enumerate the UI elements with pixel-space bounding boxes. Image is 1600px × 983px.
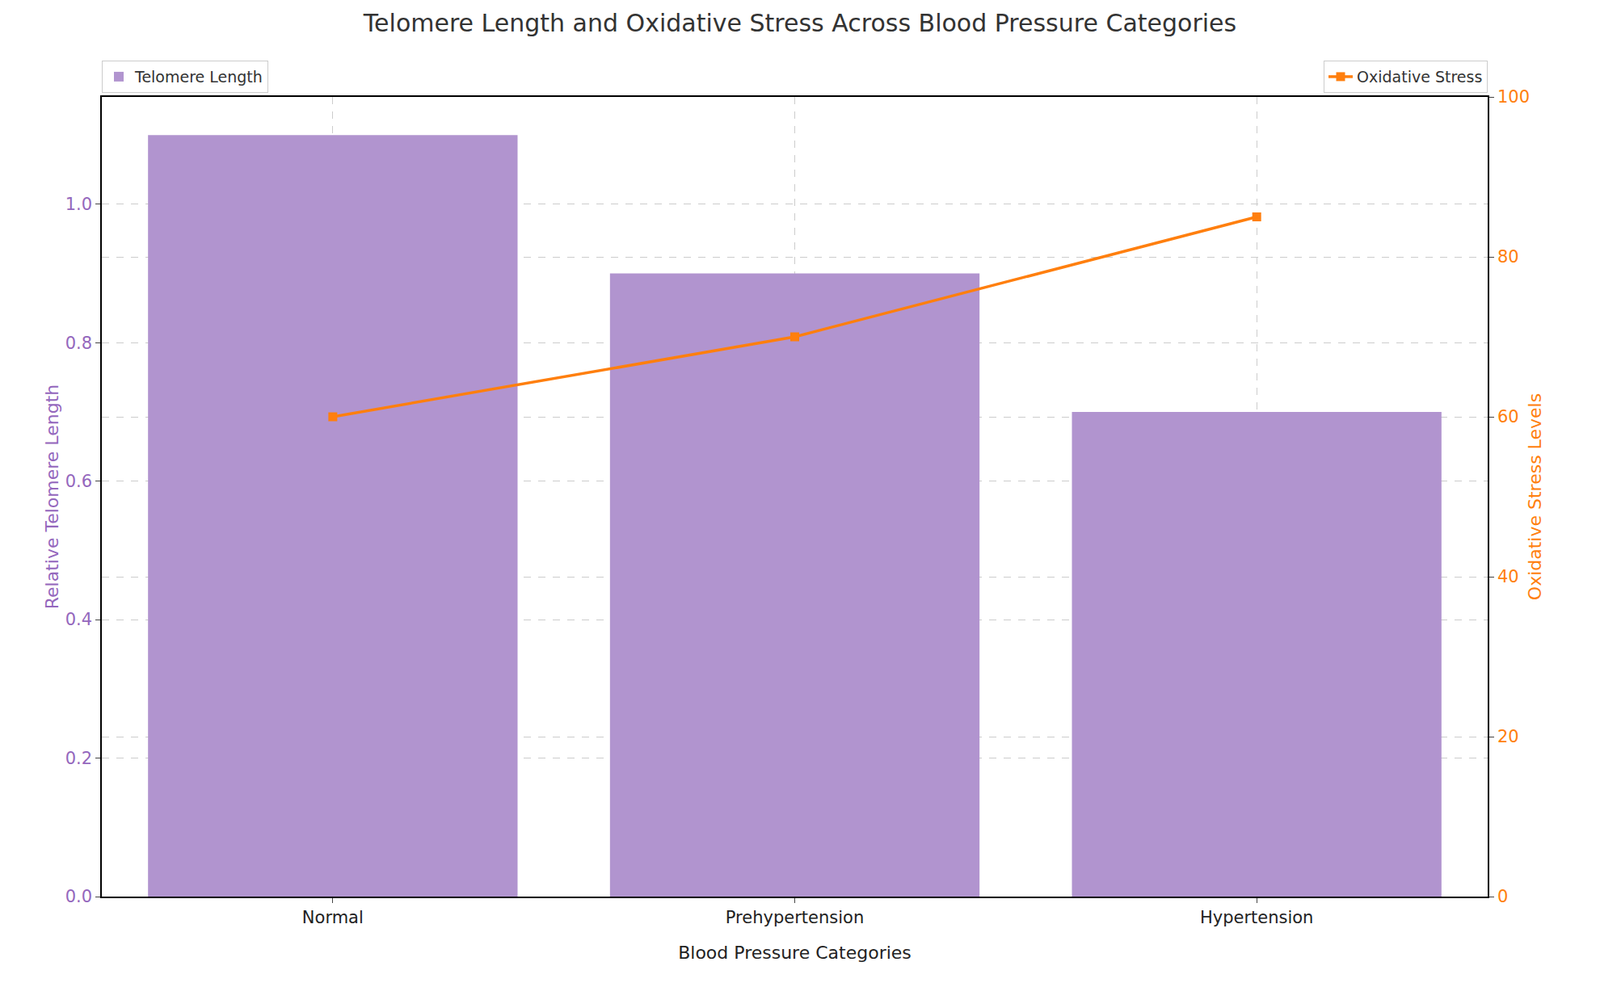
- svg-text:100: 100: [1497, 87, 1530, 107]
- svg-text:0.0: 0.0: [65, 887, 93, 907]
- svg-text:Relative Telomere Length: Relative Telomere Length: [42, 384, 63, 610]
- svg-text:Oxidative Stress: Oxidative Stress: [1356, 67, 1483, 86]
- svg-text:20: 20: [1497, 727, 1520, 747]
- svg-text:0.4: 0.4: [65, 610, 93, 630]
- svg-text:40: 40: [1497, 567, 1520, 587]
- svg-text:Normal: Normal: [302, 908, 364, 928]
- svg-text:Prehypertension: Prehypertension: [725, 908, 864, 928]
- svg-text:Telomere Length: Telomere Length: [134, 67, 263, 86]
- svg-text:Hypertension: Hypertension: [1200, 908, 1314, 928]
- svg-text:80: 80: [1497, 247, 1520, 267]
- svg-text:Telomere Length and Oxidative: Telomere Length and Oxidative Stress Acr…: [362, 8, 1237, 38]
- svg-text:Blood Pressure Categories: Blood Pressure Categories: [677, 943, 912, 964]
- svg-text:0.6: 0.6: [65, 471, 93, 492]
- svg-text:0.2: 0.2: [65, 749, 93, 769]
- svg-text:0: 0: [1497, 887, 1508, 907]
- svg-text:60: 60: [1497, 407, 1520, 427]
- svg-text:0.8: 0.8: [65, 333, 93, 354]
- svg-text:Oxidative Stress Levels: Oxidative Stress Levels: [1524, 393, 1546, 601]
- svg-text:1.0: 1.0: [65, 194, 93, 215]
